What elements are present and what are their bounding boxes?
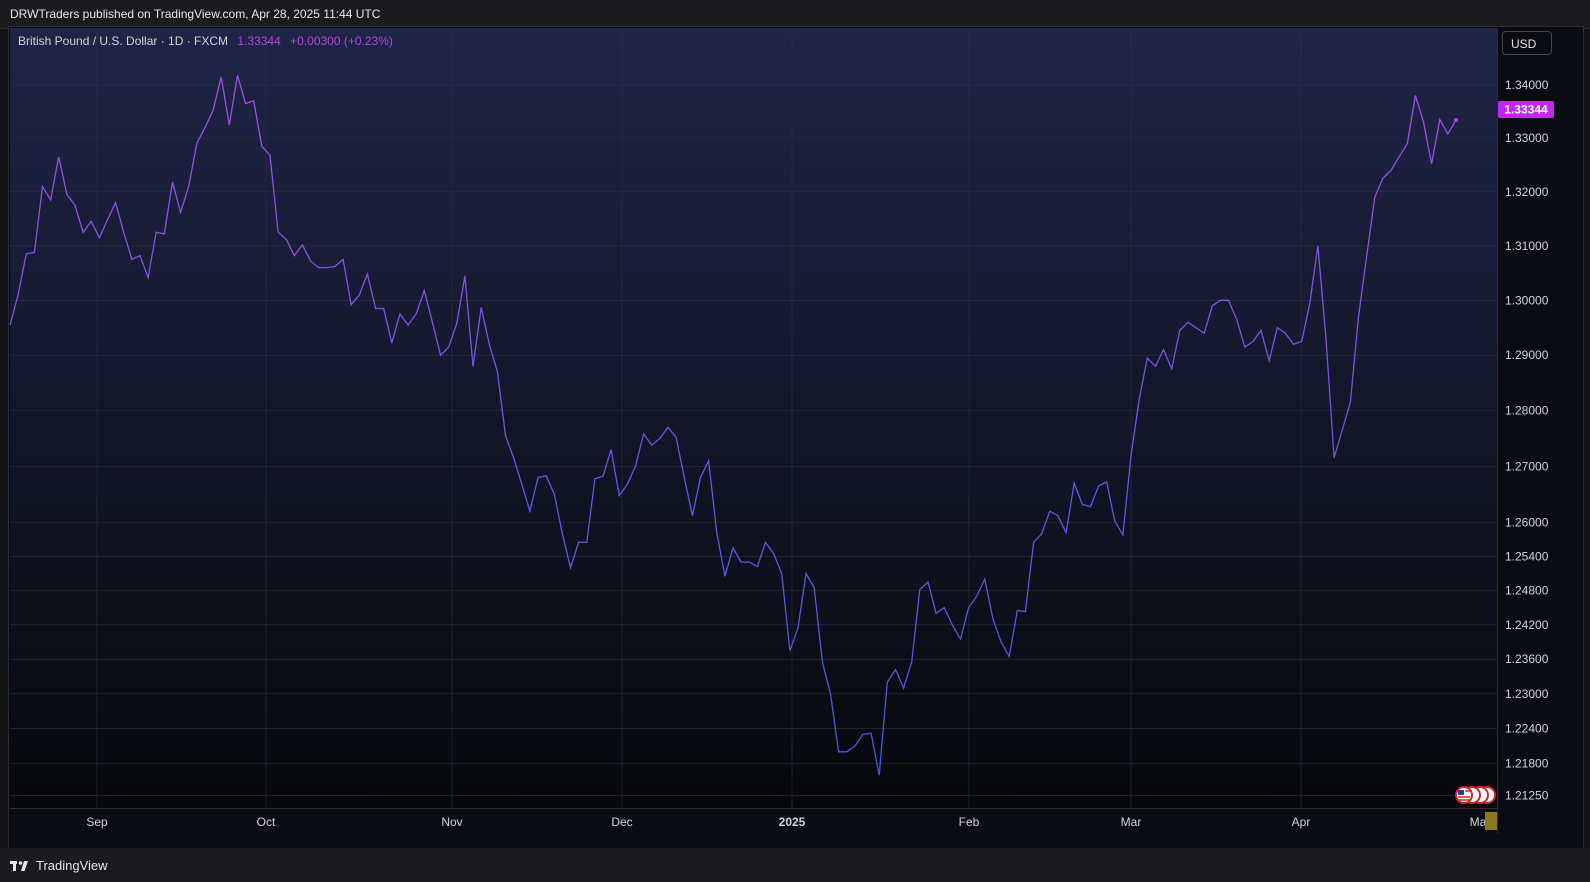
symbol-legend[interactable]: British Pound / U.S. Dollar · 1D · FXCM … — [18, 34, 393, 48]
time-tick-label: Feb — [959, 815, 980, 829]
last-price-label-text: 1.33344 — [1504, 103, 1548, 117]
time-axis[interactable]: Sep Oct Nov Dec 2025 Feb Mar Apr May — [86, 815, 1492, 829]
time-cursor-marker — [1485, 812, 1497, 830]
time-tick-label: Oct — [257, 815, 276, 829]
price-tick-label: 1.32000 — [1505, 185, 1549, 199]
price-tick-label: 1.24800 — [1505, 584, 1549, 598]
price-line — [9, 75, 1457, 776]
price-tick-label: 1.22400 — [1505, 722, 1549, 736]
price-tick-label: 1.26000 — [1505, 516, 1549, 530]
last-price-dot — [1454, 118, 1458, 122]
publish-info: DRWTraders published on TradingView.com,… — [10, 7, 381, 21]
price-axis[interactable]: 1.34000 1.33000 1.32000 1.31000 1.30000 1.290… — [1505, 78, 1549, 803]
price-tick-label: 1.33000 — [1505, 131, 1549, 145]
tradingview-logo[interactable]: TradingView — [10, 858, 108, 873]
tradingview-logo-icon — [10, 860, 28, 871]
currency-button[interactable]: USD — [1502, 31, 1552, 55]
time-tick-label: Mar — [1121, 815, 1142, 829]
legend-change: +0.00300 (+0.23%) — [290, 34, 393, 48]
price-tick-label: 1.21800 — [1505, 757, 1549, 771]
event-flags[interactable] — [1455, 786, 1496, 804]
time-tick-label: Apr — [1292, 815, 1311, 829]
us-flag-icon[interactable] — [1455, 786, 1473, 804]
grid-lines — [10, 28, 1497, 808]
price-tick-label: 1.21250 — [1505, 789, 1549, 803]
price-tick-label: 1.31000 — [1505, 239, 1549, 253]
plot-background — [10, 28, 1498, 808]
price-tick-label: 1.25400 — [1505, 549, 1549, 563]
time-tick-label: Sep — [86, 815, 108, 829]
price-tick-label: 1.34000 — [1505, 78, 1549, 92]
price-tick-label: 1.29000 — [1505, 348, 1549, 362]
price-tick-label: 1.28000 — [1505, 404, 1549, 418]
symbol-name[interactable]: British Pound / U.S. Dollar · 1D · FXCM — [18, 34, 229, 48]
price-tick-label: 1.23000 — [1505, 687, 1549, 701]
price-tick-label: 1.23600 — [1505, 652, 1549, 666]
legend-last-price: 1.33344 — [237, 34, 281, 48]
tradingview-brand: TradingView — [36, 858, 108, 873]
time-tick-label: Dec — [611, 815, 632, 829]
price-tick-label: 1.30000 — [1505, 293, 1549, 307]
time-tick-label: 2025 — [779, 815, 806, 829]
price-tick-label: 1.27000 — [1505, 459, 1549, 473]
price-tick-label: 1.24200 — [1505, 618, 1549, 632]
time-tick-label: Nov — [441, 815, 462, 829]
last-price-label: 1.33344 — [1498, 101, 1554, 118]
footer-bar: TradingView — [0, 848, 1590, 882]
